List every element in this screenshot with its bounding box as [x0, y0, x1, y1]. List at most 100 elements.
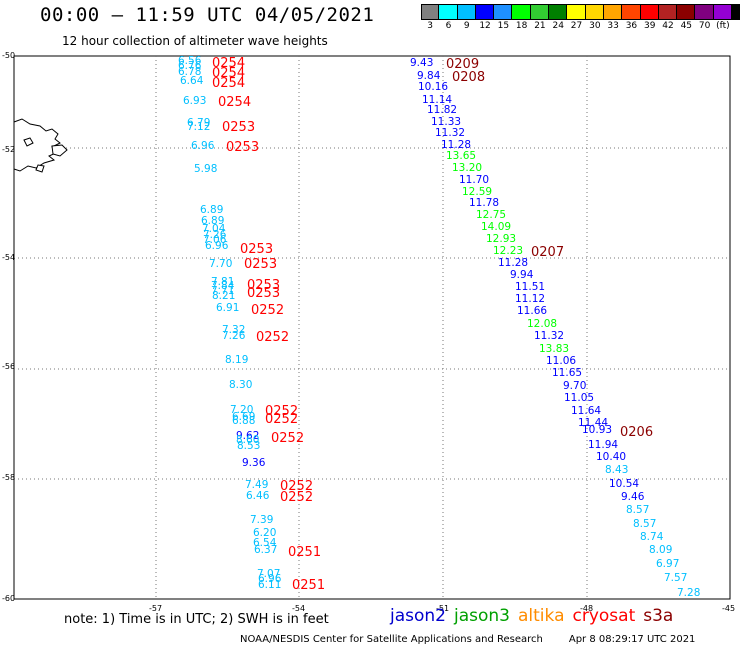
pass-time-label: 0252 — [256, 330, 289, 345]
scale-label: 9 — [463, 21, 470, 31]
scale-label: (ft) — [716, 21, 730, 31]
latitude-label: -54 — [2, 253, 15, 262]
wave-height-value: 13.83 — [539, 343, 569, 355]
wave-height-value: 9.36 — [242, 457, 266, 469]
scale-swatch — [622, 4, 641, 20]
wave-height-value: 6.89 — [201, 215, 224, 227]
pass-time-label: 0254 — [212, 66, 245, 81]
wave-height-value: 8.30 — [229, 379, 252, 391]
credit-line: NOAA/NESDIS Center for Satellite Applica… — [240, 634, 721, 645]
pass-time-label: 0254 — [212, 56, 245, 71]
pass-time-label: 0253 — [244, 257, 277, 272]
wave-height-value: 11.78 — [469, 197, 499, 209]
wave-height-value: 11.32 — [534, 330, 564, 342]
scale-label: 24 — [552, 21, 564, 31]
wave-height-value: 12.75 — [476, 209, 506, 221]
scale-label: 39 — [643, 21, 656, 31]
wave-height-value: 9.94 — [510, 269, 534, 281]
wave-height-value: 9.62 — [236, 430, 259, 442]
longitude-label: -45 — [722, 604, 735, 613]
latitude-labels: -50 -52 -54 -56 -58 -60 — [2, 51, 15, 603]
wave-height-value: 11.66 — [517, 305, 547, 317]
scale-label: 27 — [570, 21, 583, 31]
wave-height-value: 7.39 — [250, 514, 273, 526]
wave-height-value: 11.65 — [552, 367, 582, 379]
wave-height-value: 11.82 — [427, 104, 457, 116]
wave-height-value: 8.57 — [633, 518, 656, 530]
pass-time-label: 0253 — [222, 120, 255, 135]
pass-time-label: 0251 — [292, 578, 325, 593]
wave-height-value: 8.60 — [236, 434, 259, 446]
map-title: 00:00 – 11:59 UTC 04/05/2021 — [40, 4, 375, 26]
wave-height-value: 11.51 — [515, 281, 545, 293]
scale-swatch — [494, 4, 513, 20]
scale-label: 36 — [625, 21, 638, 31]
wave-height-value: 11.06 — [546, 355, 576, 367]
scale-label: 45 — [680, 21, 693, 31]
wave-height-value: 11.94 — [588, 439, 618, 451]
wave-height-value: 7.12 — [187, 121, 210, 133]
scale-swatch — [695, 4, 714, 20]
wave-height-value: 12.08 — [527, 318, 557, 330]
wave-height-value: 11.12 — [515, 293, 545, 305]
map-subtitle: 12 hour collection of altimeter wave hei… — [62, 34, 328, 48]
scale-swatch — [439, 4, 458, 20]
legend-jason2: jason2 — [390, 606, 446, 626]
wave-height-value: 8.43 — [605, 464, 628, 476]
footnote: note: 1) Time is in UTC; 2) SWH is in fe… — [64, 612, 329, 627]
latitude-label: -52 — [2, 145, 15, 154]
scale-swatch — [658, 4, 678, 20]
lat-lon-grid — [14, 56, 730, 599]
scale-swatch — [640, 4, 659, 20]
pass-time-label: 0254 — [212, 76, 245, 91]
wave-height-value: 9.46 — [621, 491, 645, 503]
pass-time-label: 0209 — [446, 57, 479, 72]
pass-time-label: 0252 — [280, 490, 313, 505]
wave-height-value: 7.26 — [203, 229, 227, 241]
wave-height-value: 6.89 — [200, 204, 223, 216]
scale-label: 12 — [479, 21, 491, 31]
wave-height-value: 7.26 — [222, 330, 246, 342]
wave-height-value: 10.93 — [582, 424, 612, 436]
wave-height-value: 11.14 — [422, 94, 452, 106]
wave-height-value: 13.65 — [446, 150, 476, 162]
wave-height-value: 7.28 — [677, 587, 700, 599]
wave-height-value: 7.49 — [245, 479, 268, 491]
pass-time-label: 0253 — [226, 140, 259, 155]
wave-height-value: 6.96 — [205, 240, 229, 252]
falkland-islands-coastline — [13, 118, 68, 173]
scale-label: 6 — [445, 21, 452, 31]
wave-height-value: 10.54 — [609, 478, 639, 490]
scale-swatch — [732, 4, 740, 20]
scale-swatch — [567, 4, 586, 20]
wave-height-value: 9.70 — [563, 380, 586, 392]
wave-height-value: 7.07 — [257, 568, 280, 580]
longitude-label: -54 — [292, 604, 305, 613]
wave-height-value: 6.93 — [183, 95, 206, 107]
scale-label: 42 — [662, 21, 674, 31]
wave-height-value: 7.70 — [209, 258, 232, 270]
scale-label: 21 — [534, 21, 546, 31]
wave-height-value: 5.98 — [194, 163, 217, 175]
wave-height-value: 9.84 — [417, 70, 441, 82]
wave-height-value: 7.04 — [202, 223, 226, 235]
latitude-label: -60 — [2, 594, 15, 603]
wave-height-value: 7.84 — [211, 280, 235, 292]
wave-height-value: 8.74 — [640, 531, 664, 543]
wave-height-value: 7.71 — [211, 285, 234, 297]
wave-height-value: 11.33 — [431, 116, 461, 128]
color-scale-swatches — [421, 4, 740, 20]
pass-time-label: 0252 — [265, 412, 298, 427]
wave-height-value: 7.20 — [230, 404, 253, 416]
wave-height-value: 8.19 — [225, 354, 248, 366]
scale-label: 18 — [515, 21, 528, 31]
wave-height-value: 6.79 — [187, 117, 210, 129]
wave-height-value: 7.81 — [211, 276, 234, 288]
wave-height-value: 8.53 — [237, 440, 260, 452]
pass-time-label: 0207 — [531, 245, 564, 260]
scale-swatch — [530, 4, 550, 20]
wave-height-value: 11.32 — [435, 127, 465, 139]
pass-time-label: 0251 — [288, 545, 321, 560]
pass-time-labels: 0254025402540254025302530253025302530253… — [212, 56, 653, 593]
